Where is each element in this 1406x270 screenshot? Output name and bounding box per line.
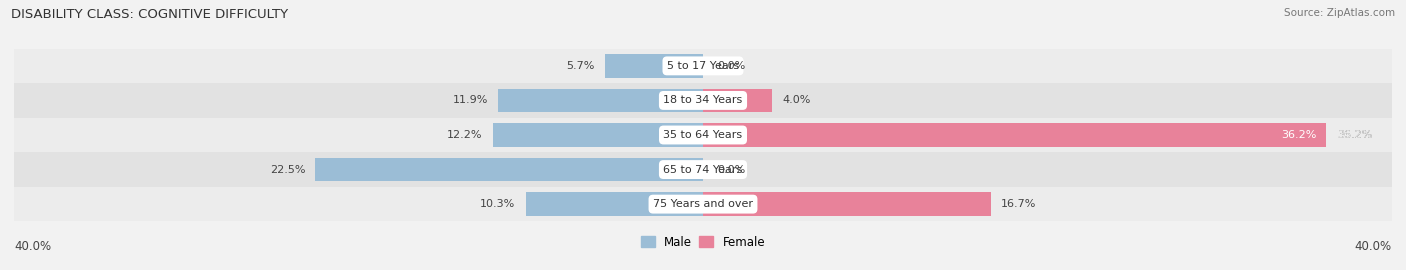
Text: 16.7%: 16.7%	[1001, 199, 1036, 209]
Text: 5.7%: 5.7%	[567, 61, 595, 71]
Bar	[703, 192, 991, 216]
Bar	[526, 192, 703, 216]
Text: 10.3%: 10.3%	[479, 199, 515, 209]
Bar	[605, 54, 703, 78]
Text: 65 to 74 Years: 65 to 74 Years	[664, 164, 742, 175]
Text: 36.2%: 36.2%	[1337, 130, 1372, 140]
Bar	[14, 83, 1392, 118]
Bar	[14, 49, 1392, 83]
Text: 11.9%: 11.9%	[453, 95, 488, 106]
Text: 36.2%: 36.2%	[1337, 130, 1372, 140]
Legend: Male, Female: Male, Female	[636, 231, 770, 254]
Text: 40.0%: 40.0%	[1355, 240, 1392, 254]
Bar	[14, 187, 1392, 221]
Bar	[703, 89, 772, 112]
Text: DISABILITY CLASS: COGNITIVE DIFFICULTY: DISABILITY CLASS: COGNITIVE DIFFICULTY	[11, 8, 288, 21]
Text: 0.0%: 0.0%	[717, 164, 745, 175]
Text: 35 to 64 Years: 35 to 64 Years	[664, 130, 742, 140]
Bar	[494, 123, 703, 147]
Bar	[14, 152, 1392, 187]
Text: 4.0%: 4.0%	[782, 95, 811, 106]
Text: 75 Years and over: 75 Years and over	[652, 199, 754, 209]
Text: 12.2%: 12.2%	[447, 130, 482, 140]
Text: 36.2%: 36.2%	[1281, 130, 1316, 140]
Text: 0.0%: 0.0%	[717, 61, 745, 71]
Bar	[315, 158, 703, 181]
Text: 18 to 34 Years: 18 to 34 Years	[664, 95, 742, 106]
Bar	[14, 118, 1392, 152]
Text: 5 to 17 Years: 5 to 17 Years	[666, 61, 740, 71]
Bar	[703, 123, 1326, 147]
Text: 22.5%: 22.5%	[270, 164, 305, 175]
Bar	[498, 89, 703, 112]
Text: 40.0%: 40.0%	[14, 240, 51, 254]
Text: Source: ZipAtlas.com: Source: ZipAtlas.com	[1284, 8, 1395, 18]
